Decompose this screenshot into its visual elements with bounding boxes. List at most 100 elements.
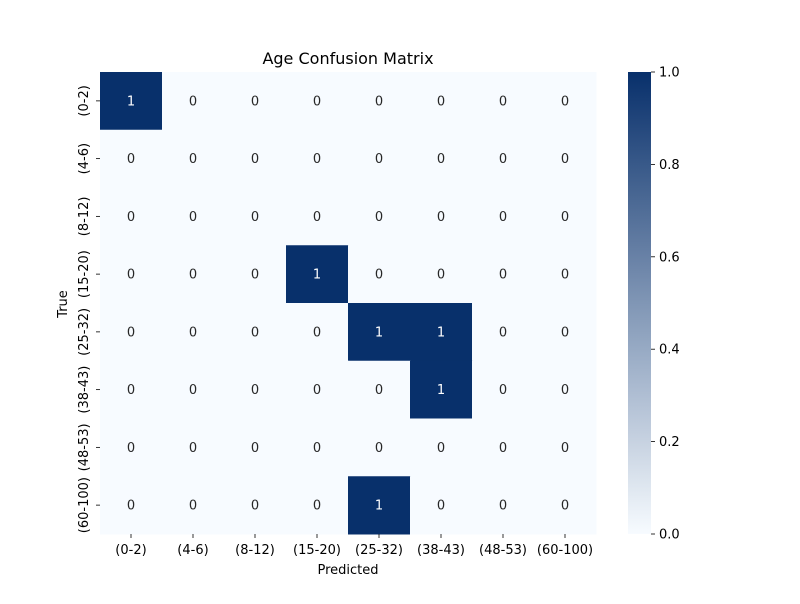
heatmap-cell (100, 187, 163, 246)
heatmap-cell (410, 360, 473, 419)
cell-value-label: 0 (499, 441, 507, 456)
heatmap-cell (162, 72, 225, 131)
heatmap-cell (286, 303, 349, 362)
axis-ticks: (0-2) (4-6) (8-12) (15-20) (25-32) (38-43) (48… (77, 85, 593, 558)
cell-value-label: 0 (313, 152, 321, 167)
heatmap-cell (348, 129, 411, 188)
colorbar-tick-label: 0.0 (659, 528, 680, 543)
heatmap-cell (224, 187, 287, 246)
heatmap-cell (162, 187, 225, 246)
heatmap-cell (410, 129, 473, 188)
heatmap-cell (100, 418, 163, 477)
heatmap-cell (472, 129, 535, 188)
cell-value-label: 0 (127, 383, 135, 398)
heatmap-cell (534, 129, 597, 188)
cell-value-label: 0 (251, 499, 259, 514)
cell-value-label: 0 (251, 325, 259, 340)
cell-value-label: 0 (499, 210, 507, 225)
cell-value-label: 0 (313, 210, 321, 225)
heatmap-cell (286, 245, 349, 304)
cell-value-label: 0 (561, 499, 569, 514)
heatmap-cell (286, 187, 349, 246)
x-tick-label: (48-53) (479, 543, 527, 558)
cell-value-label: 0 (437, 268, 445, 283)
x-tick-label: (4-6) (177, 543, 208, 558)
heatmap-cell (348, 72, 411, 131)
heatmap-cell (534, 72, 597, 131)
cell-value-label: 0 (499, 268, 507, 283)
cell-value-label: 0 (375, 268, 383, 283)
heatmap-cell (534, 418, 597, 477)
heatmap-cell (224, 245, 287, 304)
heatmap-cell (286, 129, 349, 188)
cell-value-label: 0 (375, 152, 383, 167)
heatmap-cell (348, 187, 411, 246)
colorbar-gradient (628, 72, 651, 534)
heatmap-cell (162, 303, 225, 362)
heatmap-cell (472, 418, 535, 477)
cell-value-label: 0 (127, 499, 135, 514)
heatmap-cell (348, 245, 411, 304)
cell-value-label: 0 (561, 94, 569, 109)
heatmap-cell (534, 187, 597, 246)
heatmap-cell (348, 418, 411, 477)
cell-value-label: 0 (437, 94, 445, 109)
x-tick-label: (38-43) (417, 543, 465, 558)
cell-value-label: 0 (251, 383, 259, 398)
cell-value-label: 0 (375, 441, 383, 456)
heatmap-cell (286, 476, 349, 535)
x-axis-label: Predicted (317, 563, 378, 578)
cell-value-label: 0 (561, 441, 569, 456)
y-tick-label: (60-100) (77, 477, 92, 533)
cell-value-label: 1 (437, 325, 445, 340)
colorbar-tick-label: 0.8 (659, 158, 680, 173)
heatmap-cell (224, 303, 287, 362)
cell-value-label: 1 (375, 325, 383, 340)
cell-value-label: 0 (375, 94, 383, 109)
x-tick-label: (8-12) (235, 543, 275, 558)
cell-value-label: 0 (189, 94, 197, 109)
cell-value-label: 0 (561, 325, 569, 340)
chart-title: Age Confusion Matrix (262, 49, 433, 68)
cell-value-label: 0 (251, 94, 259, 109)
cell-value-label: 0 (189, 152, 197, 167)
cell-value-label: 0 (127, 210, 135, 225)
heatmap-cell (100, 72, 163, 131)
cell-value-label: 0 (127, 268, 135, 283)
heatmap-cell (224, 72, 287, 131)
heatmap-cell (410, 476, 473, 535)
cell-value-label: 0 (313, 499, 321, 514)
x-tick-label: (15-20) (293, 543, 341, 558)
heatmap-cell (286, 360, 349, 419)
heatmap-cell (472, 303, 535, 362)
cell-value-label: 1 (127, 94, 135, 109)
colorbar: 0.0 0.2 0.4 0.6 0.8 1.0 (628, 66, 680, 543)
cell-value-label: 0 (561, 210, 569, 225)
heatmap-cell (286, 418, 349, 477)
cell-value-label: 0 (189, 383, 197, 398)
cell-value-label: 1 (375, 499, 383, 514)
heatmap-cell (100, 303, 163, 362)
heatmap-cell (348, 360, 411, 419)
heatmap-cell (410, 245, 473, 304)
colorbar-tick-label: 1.0 (659, 66, 680, 81)
colorbar-tick-label: 0.6 (659, 250, 680, 265)
y-tick-label: (38-43) (77, 366, 92, 414)
colorbar-tick-label: 0.4 (659, 343, 680, 358)
cell-value-label: 0 (313, 325, 321, 340)
heatmap-cell (472, 476, 535, 535)
cell-value-label: 0 (561, 152, 569, 167)
heatmap-cell (472, 360, 535, 419)
cell-value-label: 0 (499, 94, 507, 109)
cell-value-label: 1 (313, 268, 321, 283)
cell-value-label: 0 (189, 268, 197, 283)
cell-value-label: 0 (189, 325, 197, 340)
cell-value-label: 0 (561, 383, 569, 398)
heatmap-cell (162, 129, 225, 188)
heatmap-cell (224, 129, 287, 188)
cell-value-label: 0 (375, 383, 383, 398)
colorbar-tick-label: 0.2 (659, 435, 680, 450)
y-axis-label: True (56, 290, 71, 319)
